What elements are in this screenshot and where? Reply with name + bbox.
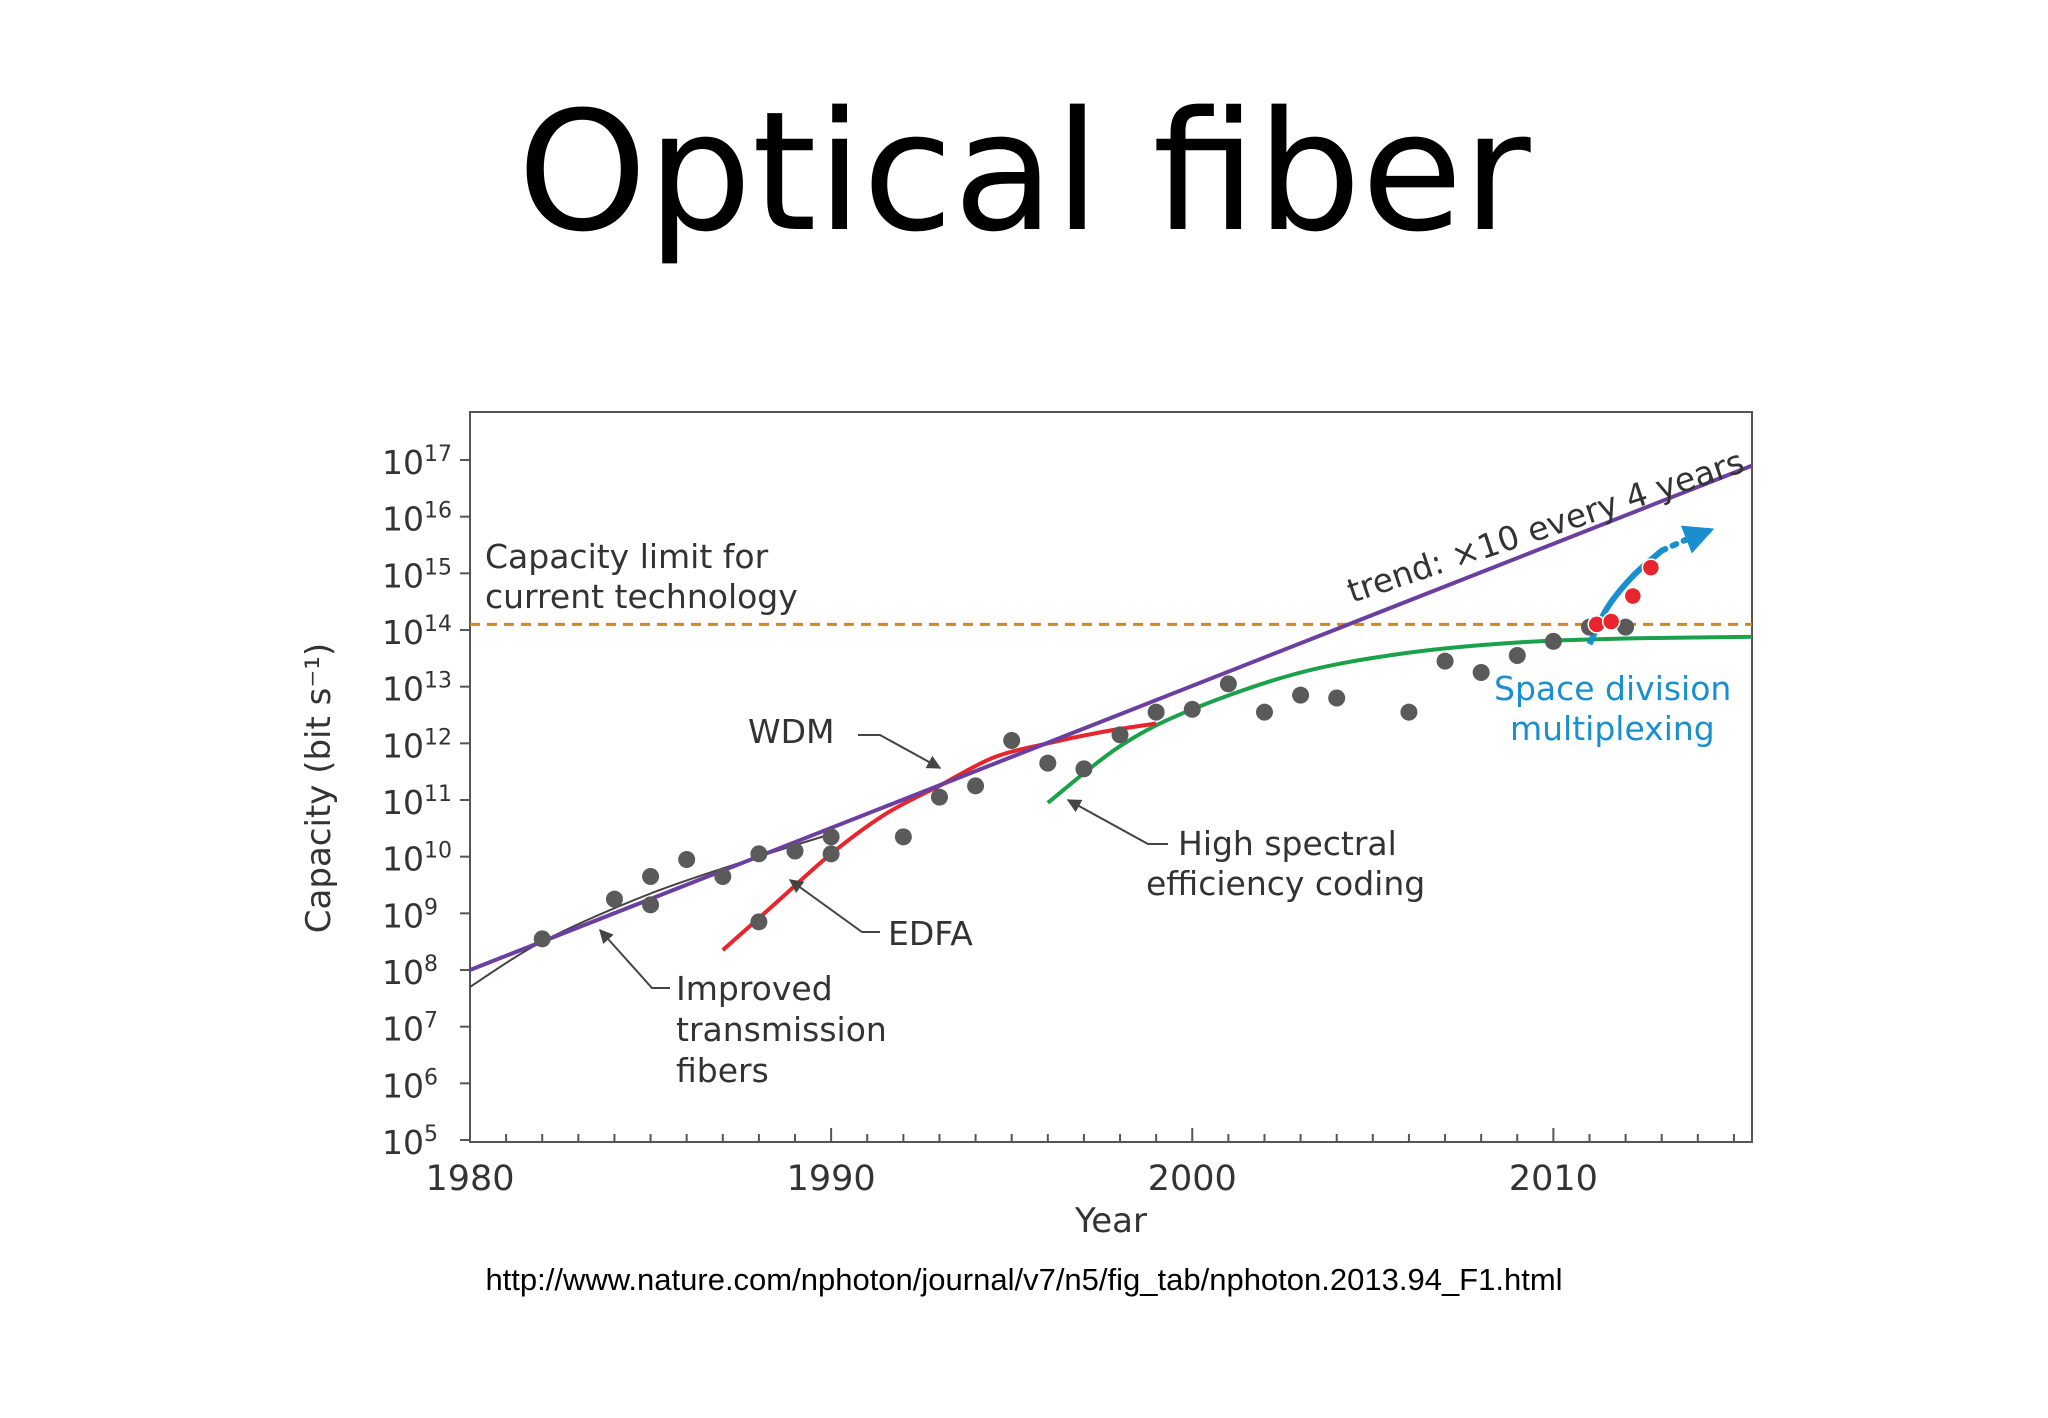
data-point: [1292, 686, 1310, 704]
data-point: [642, 896, 660, 914]
data-point: [714, 868, 732, 885]
data-point: [1255, 703, 1273, 721]
y-tick-label: 1017: [382, 442, 452, 482]
sdm-arrow: [1658, 525, 1715, 554]
data-point: [967, 777, 985, 795]
data-point: [786, 842, 804, 860]
x-axis: 1980 1990 2000 2010: [425, 1128, 1735, 1199]
sdm-data-point: [1641, 558, 1661, 577]
coding-line: [1046, 634, 1753, 805]
data-point: [1003, 732, 1021, 749]
data-point: [1472, 664, 1490, 681]
y-tick-label: 1013: [382, 669, 452, 709]
y-tick-label: 108: [382, 952, 438, 992]
coding-label-line2: efficiency coding: [1146, 864, 1425, 903]
improved-label-line1: Improved: [676, 969, 833, 1008]
y-tick-label: 1015: [382, 555, 452, 595]
improved-label-line2: transmission: [676, 1010, 887, 1049]
data-point: [1328, 689, 1346, 707]
wdm-pointer: [858, 734, 942, 769]
data-point: [750, 845, 768, 863]
x-tick-label: 2000: [1148, 1159, 1237, 1199]
data-point: [1147, 703, 1165, 721]
data-point: [1219, 675, 1237, 693]
data-point: [642, 868, 660, 885]
data-point: [1617, 618, 1635, 636]
improved-pointer: [599, 928, 670, 989]
y-tick-label: 1014: [382, 612, 452, 652]
source-url: http://www.nature.com/nphoton/journal/v7…: [485, 1262, 1563, 1297]
y-tick-label: 1010: [382, 839, 452, 879]
data-point: [1183, 700, 1201, 718]
sdm-label-line2: multiplexing: [1510, 709, 1715, 748]
plot-frame: [469, 411, 1753, 1143]
data-point: [1400, 703, 1418, 721]
sdm-data-point: [1601, 612, 1621, 631]
x-tick-label: 1980: [425, 1159, 514, 1199]
data-point: [822, 845, 840, 863]
data-point: [1039, 754, 1057, 772]
sdm-data-point: [1623, 586, 1643, 606]
data-point: [930, 788, 948, 806]
data-point: [678, 851, 696, 868]
coding-label-line1: High spectral: [1178, 824, 1397, 863]
y-tick-label: 1016: [382, 499, 452, 539]
data-points: [533, 558, 1661, 948]
data-point: [533, 930, 551, 948]
data-point: [1075, 760, 1093, 778]
x-tick-label: 1990: [787, 1159, 876, 1199]
wdm-label: WDM: [748, 712, 835, 751]
y-tick-label: 105: [382, 1122, 438, 1162]
edfa-pointer: [788, 879, 880, 933]
trend-label: trend: ×10 every 4 years: [1342, 442, 1749, 611]
data-point: [822, 828, 840, 846]
y-axis: 105 106 107 108 109 1010 1011 1012 1013 1014 1015 1…: [382, 442, 470, 1162]
data-point: [1436, 652, 1454, 670]
edfa-label: EDFA: [888, 914, 973, 953]
limit-label-line1: Capacity limit for: [485, 537, 769, 576]
y-tick-label: 1011: [382, 782, 452, 822]
y-tick-label: 1012: [382, 725, 452, 765]
data-point: [1544, 632, 1562, 650]
data-point: [1508, 647, 1526, 664]
improved-label-line3: fibers: [676, 1051, 769, 1090]
data-point: [605, 890, 623, 908]
x-tick-label: 2010: [1509, 1159, 1598, 1199]
trend-line: [469, 463, 1753, 972]
sdm-label-line1: Space division: [1494, 669, 1731, 708]
data-point: [750, 913, 768, 931]
data-point: [894, 828, 912, 846]
y-tick-label: 107: [382, 1009, 438, 1049]
data-point: [1111, 726, 1129, 744]
y-axis-label: Capacity (bit s⁻¹): [299, 643, 339, 933]
y-tick-label: 109: [382, 895, 438, 935]
slide-title: Optical fiber: [517, 76, 1531, 268]
coding-pointer: [1066, 799, 1168, 845]
annotation-pointers: [599, 734, 1168, 989]
x-axis-label: Year: [1074, 1201, 1147, 1241]
y-tick-label: 106: [382, 1065, 438, 1105]
limit-label-line2: current technology: [485, 577, 798, 616]
